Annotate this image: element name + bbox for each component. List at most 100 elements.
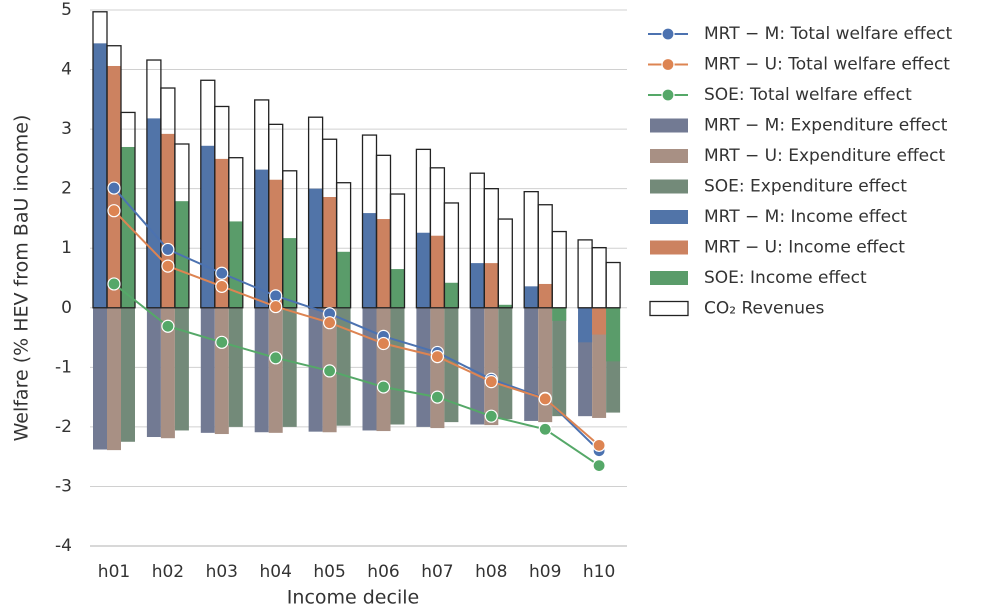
bar bbox=[174, 201, 189, 308]
revenue-bar bbox=[443, 202, 460, 309]
bar bbox=[362, 307, 377, 431]
x-tick-label: h07 bbox=[421, 562, 453, 582]
bar bbox=[93, 307, 107, 450]
marker bbox=[161, 242, 175, 257]
marker bbox=[430, 350, 444, 364]
legend-label: MRT − M: Income effect bbox=[704, 207, 907, 227]
x-tick-label: h06 bbox=[367, 562, 399, 582]
bar bbox=[416, 307, 431, 427]
bar bbox=[552, 307, 567, 417]
y-axis-label: Welfare (% HEV from BaU income) bbox=[11, 115, 33, 442]
marker bbox=[269, 351, 283, 365]
marker bbox=[323, 364, 337, 378]
x-tick-label: h10 bbox=[583, 562, 615, 582]
bar bbox=[146, 307, 161, 438]
x-axis-label: Income decile bbox=[287, 587, 419, 609]
legend-patch bbox=[649, 300, 689, 317]
marker bbox=[538, 392, 552, 406]
bar bbox=[376, 307, 391, 432]
bar bbox=[362, 213, 377, 308]
marker bbox=[376, 336, 391, 351]
bar bbox=[484, 263, 499, 308]
marker bbox=[592, 438, 606, 452]
bar bbox=[228, 221, 243, 308]
legend-marker bbox=[661, 57, 675, 72]
y-tick-label: 4 bbox=[61, 60, 72, 80]
legend-label: MRT − U: Total welfare effect bbox=[704, 55, 950, 75]
legend-marker bbox=[661, 88, 675, 102]
marker bbox=[107, 277, 121, 291]
line bbox=[113, 187, 600, 452]
bar bbox=[160, 307, 175, 439]
marker bbox=[323, 316, 337, 330]
bar bbox=[606, 307, 621, 362]
marker bbox=[107, 204, 121, 218]
legend-patch bbox=[650, 149, 688, 163]
marker bbox=[376, 380, 391, 394]
marker bbox=[269, 299, 283, 314]
legend-label: SOE: Income effect bbox=[704, 268, 867, 288]
bar bbox=[146, 118, 161, 308]
legend-marker bbox=[661, 27, 675, 41]
x-tick-label: h08 bbox=[475, 562, 507, 582]
bar bbox=[430, 307, 445, 429]
bar bbox=[174, 307, 189, 431]
revenue-bar bbox=[591, 246, 607, 309]
y-tick-label: -1 bbox=[55, 357, 72, 377]
marker bbox=[215, 279, 229, 293]
marker bbox=[161, 259, 175, 273]
bar bbox=[308, 307, 323, 432]
bar bbox=[254, 307, 269, 433]
bar bbox=[592, 307, 607, 418]
bar bbox=[444, 307, 459, 423]
legend-label: MRT − U: Income effect bbox=[704, 238, 905, 258]
bar bbox=[498, 304, 513, 308]
bar bbox=[376, 219, 391, 308]
bar bbox=[444, 282, 459, 308]
bar bbox=[484, 307, 499, 426]
bar bbox=[214, 307, 229, 435]
bar bbox=[228, 307, 243, 427]
y-tick-label: -4 bbox=[55, 536, 72, 556]
bar bbox=[592, 307, 607, 335]
revenue-bar bbox=[174, 143, 190, 309]
legend-patch bbox=[650, 271, 688, 285]
bar bbox=[282, 238, 297, 308]
bar bbox=[93, 43, 107, 308]
legend-label: SOE: Expenditure effect bbox=[704, 177, 907, 197]
y-tick-label: 5 bbox=[61, 0, 72, 20]
bar bbox=[430, 235, 445, 308]
bar bbox=[322, 197, 337, 308]
bar bbox=[470, 263, 485, 308]
y-tick-label: -3 bbox=[55, 476, 72, 496]
marker bbox=[215, 335, 229, 349]
bar bbox=[336, 251, 351, 308]
line bbox=[113, 283, 600, 467]
bar bbox=[498, 307, 513, 420]
bar bbox=[308, 188, 323, 308]
bar bbox=[524, 286, 539, 308]
revenue-bar bbox=[282, 170, 298, 309]
bar bbox=[390, 269, 405, 308]
bar bbox=[200, 307, 215, 433]
legend-label: MRT − U: Expenditure effect bbox=[704, 146, 945, 166]
y-tick-label: 3 bbox=[61, 119, 72, 139]
bar bbox=[524, 307, 539, 421]
legend-patch bbox=[650, 118, 688, 133]
bar bbox=[416, 232, 431, 308]
legend-label: CO₂ Revenues bbox=[704, 299, 825, 319]
bar bbox=[268, 307, 283, 433]
bar bbox=[200, 145, 215, 308]
x-tick-label: h03 bbox=[206, 562, 238, 582]
legend-patch bbox=[650, 179, 688, 194]
bar bbox=[336, 307, 351, 426]
bar bbox=[254, 169, 269, 308]
bar bbox=[268, 179, 283, 308]
bar bbox=[107, 307, 121, 451]
x-tick-label: h09 bbox=[529, 562, 561, 582]
y-tick-label: 0 bbox=[61, 298, 72, 318]
legend-label: MRT − M: Expenditure effect bbox=[704, 116, 948, 136]
revenue-bar bbox=[120, 111, 136, 309]
marker bbox=[538, 422, 552, 436]
x-tick-label: h01 bbox=[98, 562, 130, 582]
